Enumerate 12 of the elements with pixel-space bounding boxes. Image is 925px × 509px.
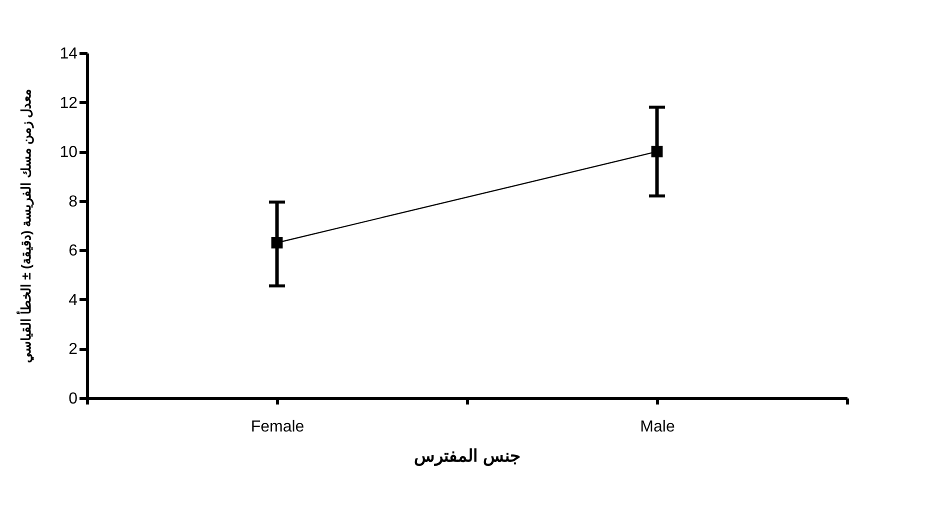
y-tick-label: 12 — [60, 94, 78, 112]
x-tick-label: Female — [250, 418, 304, 436]
y-tick-label: 8 — [68, 193, 78, 210]
y-tick-label: 10 — [60, 144, 78, 162]
x-tick-label: Male — [640, 418, 675, 436]
y-axis-title: معدل زمن مسك الفريسة (دقيقة) ± الخطأ القياسي — [16, 88, 35, 364]
y-tick-label: 2 — [68, 341, 78, 358]
y-tick-label: 14 — [60, 46, 78, 62]
y-tick-label: 6 — [68, 242, 78, 260]
x-axis-title: جنس المفترس — [414, 446, 521, 466]
y-tick-label: 4 — [68, 292, 78, 309]
y-tick-label: 0 — [68, 390, 78, 408]
